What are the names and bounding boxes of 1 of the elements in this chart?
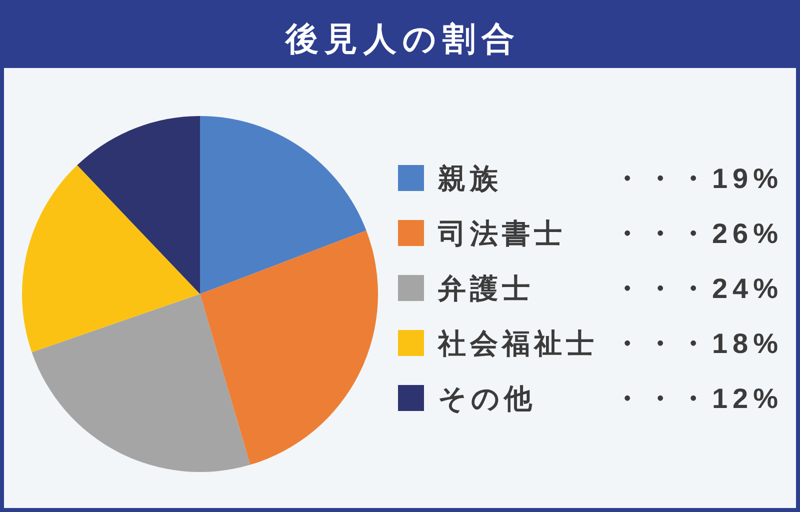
title: 後見人の割合 bbox=[286, 20, 520, 57]
